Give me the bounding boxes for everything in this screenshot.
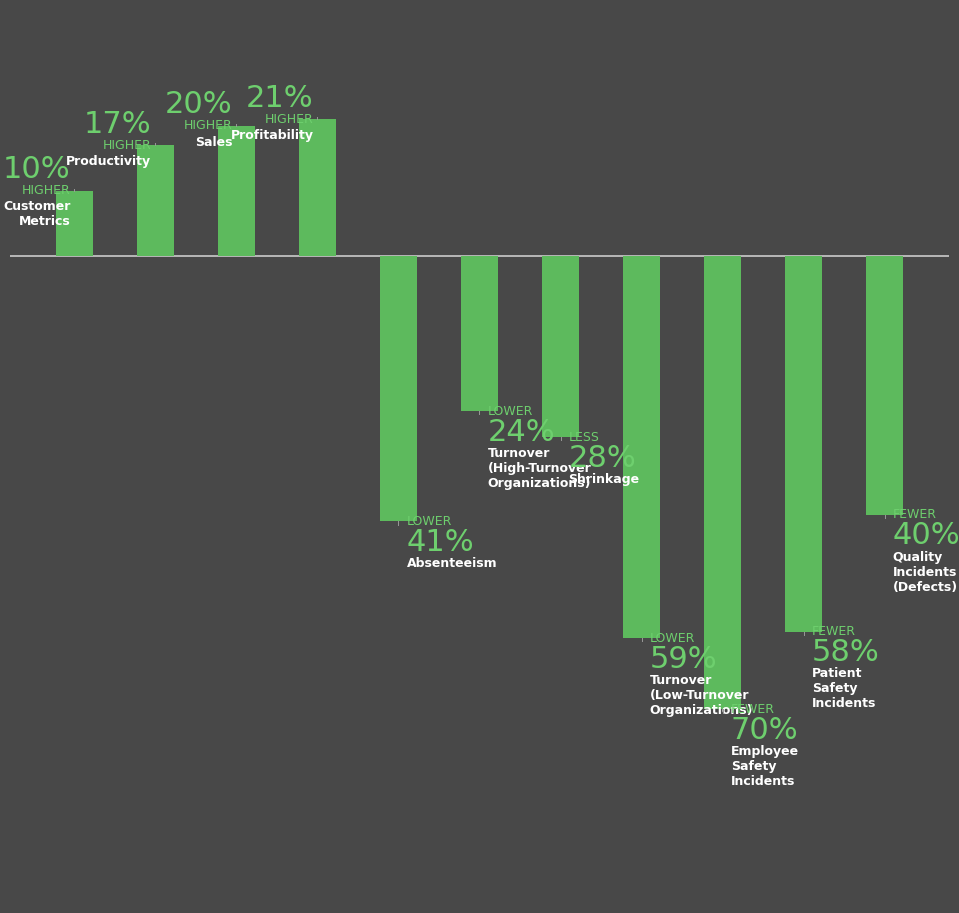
Text: Productivity: Productivity: [66, 155, 152, 168]
Text: FEWER: FEWER: [811, 625, 855, 638]
Text: HIGHER: HIGHER: [183, 120, 232, 132]
Text: 58%: 58%: [811, 638, 879, 667]
Text: 24%: 24%: [487, 417, 555, 446]
Bar: [704, 256, 740, 709]
Bar: [866, 256, 902, 515]
Bar: [137, 145, 174, 256]
Text: 17%: 17%: [83, 110, 152, 139]
Bar: [299, 120, 336, 256]
Text: Absenteeism: Absenteeism: [407, 557, 497, 570]
Text: LOWER: LOWER: [487, 404, 533, 417]
Text: FEWER: FEWER: [893, 509, 937, 521]
Text: 21%: 21%: [246, 84, 314, 113]
Bar: [542, 256, 578, 437]
Bar: [785, 256, 822, 632]
Text: LOWER: LOWER: [649, 632, 695, 645]
Text: 28%: 28%: [569, 444, 637, 473]
Text: 20%: 20%: [165, 90, 232, 120]
Text: 40%: 40%: [893, 521, 959, 551]
Text: LESS: LESS: [569, 431, 599, 444]
Text: 70%: 70%: [731, 716, 798, 745]
Text: Turnover
(High-Turnover
Organizations): Turnover (High-Turnover Organizations): [487, 446, 592, 489]
Text: HIGHER: HIGHER: [103, 139, 152, 152]
Text: Employee
Safety
Incidents: Employee Safety Incidents: [731, 745, 799, 788]
Text: 41%: 41%: [407, 528, 474, 557]
Text: Patient
Safety
Incidents: Patient Safety Incidents: [811, 667, 877, 710]
Bar: [219, 126, 255, 256]
Text: Quality
Incidents
(Defects): Quality Incidents (Defects): [893, 551, 958, 593]
Text: 10%: 10%: [3, 155, 70, 184]
Text: Profitability: Profitability: [230, 129, 314, 142]
Bar: [381, 256, 417, 521]
Bar: [461, 256, 498, 411]
Text: HIGHER: HIGHER: [265, 113, 314, 126]
Text: Shrinkage: Shrinkage: [569, 473, 640, 486]
Text: Sales: Sales: [195, 135, 232, 149]
Text: Turnover
(Low-Turnover
Organizations): Turnover (Low-Turnover Organizations): [649, 674, 753, 717]
Text: Customer
Metrics: Customer Metrics: [3, 200, 70, 228]
Bar: [623, 256, 660, 638]
Text: 59%: 59%: [649, 645, 717, 674]
Text: HIGHER: HIGHER: [22, 184, 70, 197]
Bar: [57, 191, 93, 256]
Text: LOWER: LOWER: [407, 515, 452, 528]
Text: FEWER: FEWER: [731, 703, 775, 716]
